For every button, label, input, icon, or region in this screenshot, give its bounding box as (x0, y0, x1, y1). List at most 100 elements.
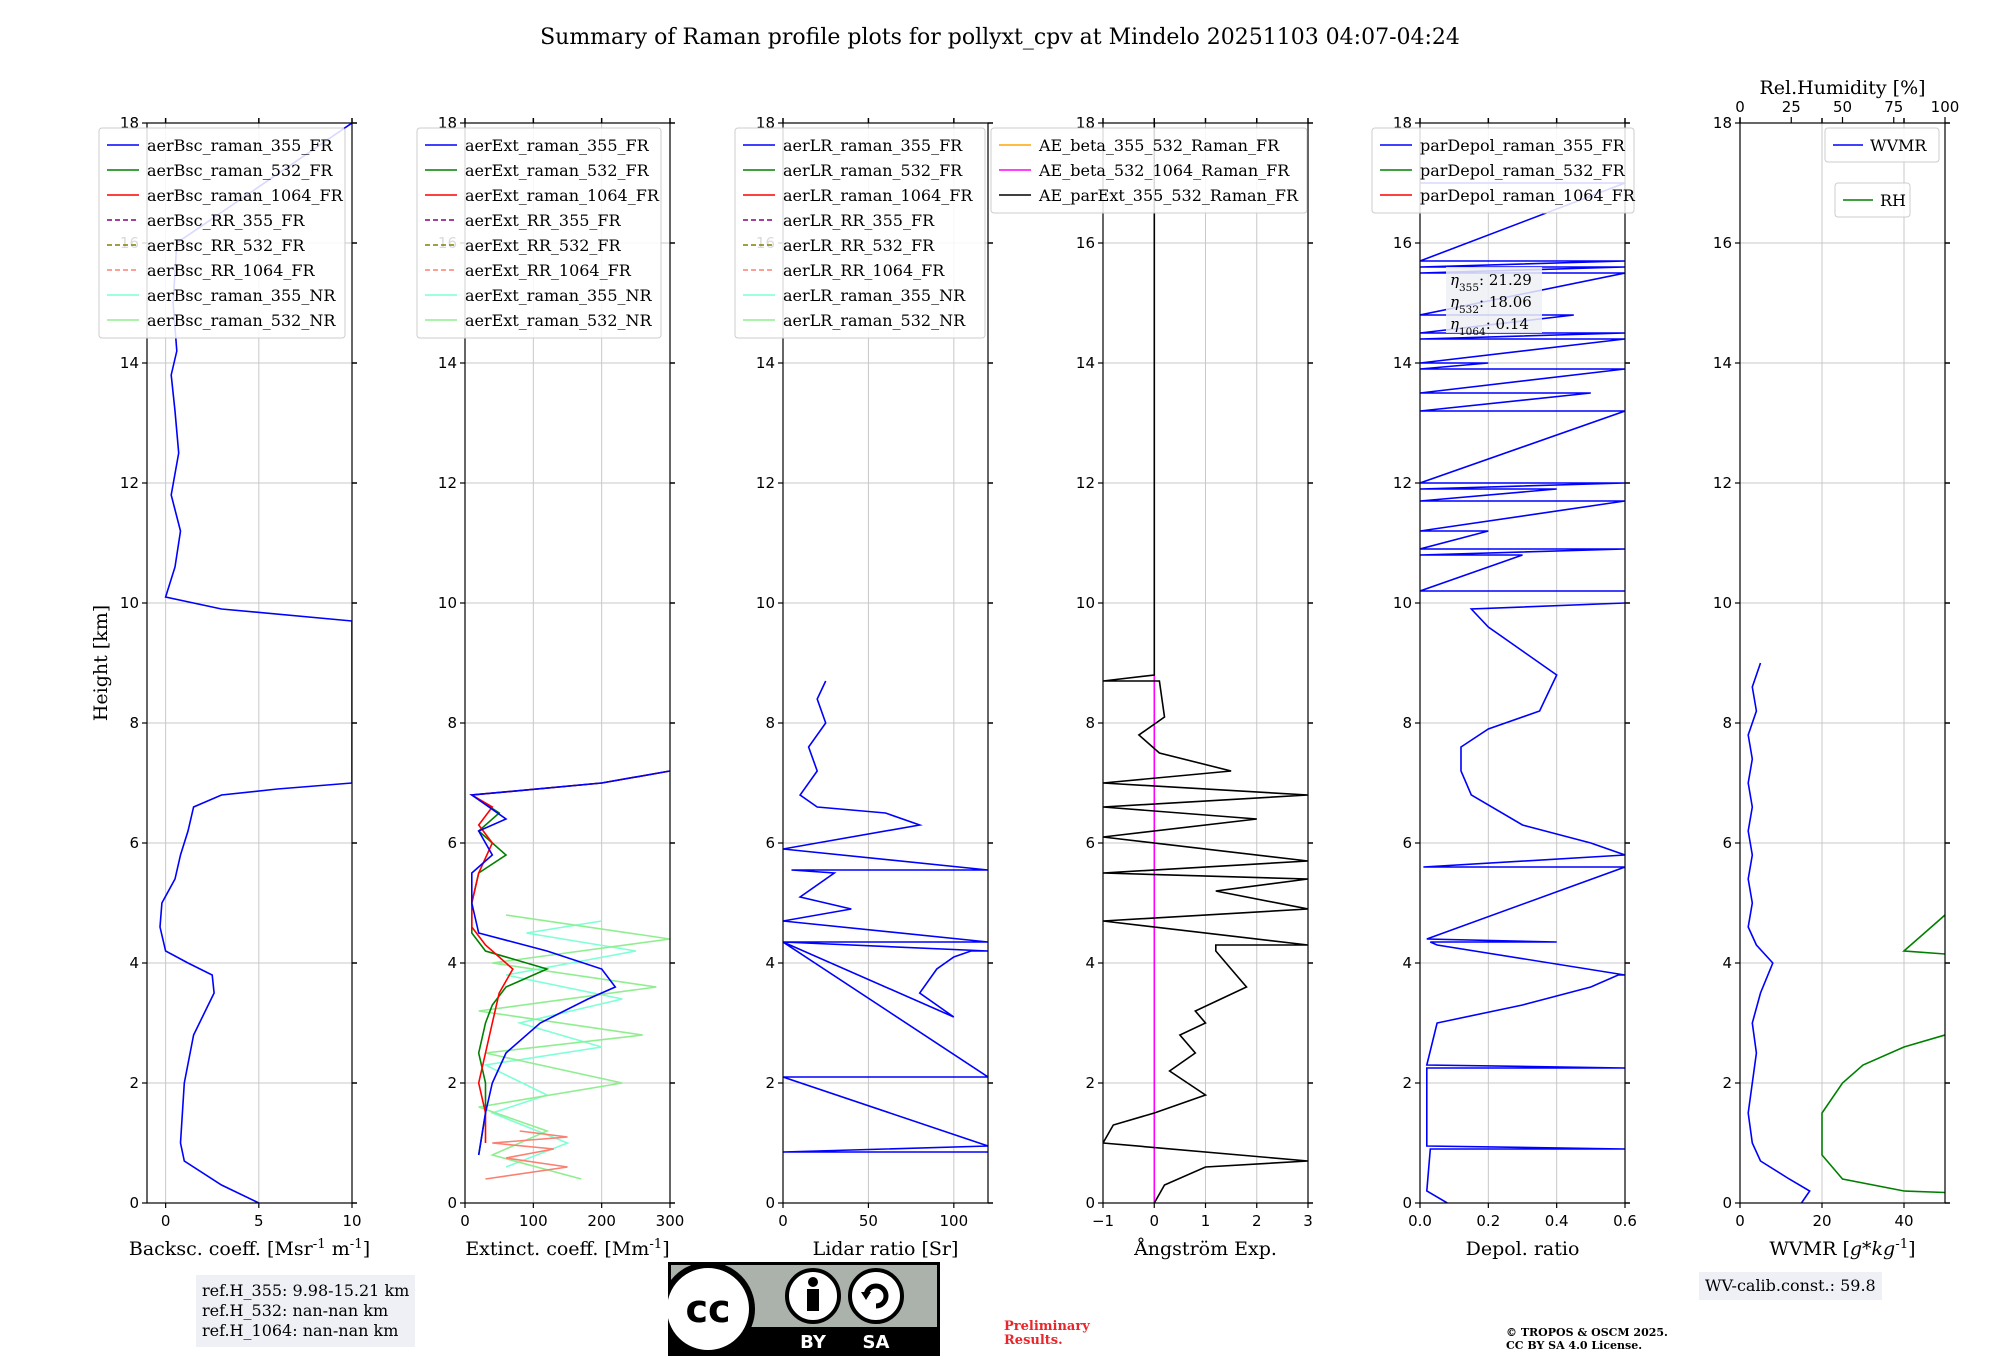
legend-label: aerExt_raman_532_FR (465, 161, 650, 180)
legend-box (734, 127, 986, 339)
legend-box (98, 127, 346, 339)
legend-box (416, 127, 662, 339)
y-tick-label: 2 (447, 1074, 457, 1092)
x-axis-label: Extinct. coeff. [Mm-1] (465, 1237, 669, 1261)
series-aerLR_raman_355_FR (783, 680, 988, 1153)
y-tick-label: 8 (765, 714, 775, 732)
x-tick-label: 40 (1894, 1212, 1913, 1230)
x-tick-label: −1 (1092, 1212, 1114, 1230)
x-tick-label: 0 (161, 1212, 171, 1230)
y-tick-label: 4 (1085, 954, 1095, 972)
y-tick-label: 4 (129, 954, 139, 972)
x-tick-label: 0 (1149, 1212, 1159, 1230)
y-tick-label: 4 (765, 954, 775, 972)
legend-label: aerExt_raman_1064_FR (465, 186, 660, 205)
series-WVMR (1747, 662, 1811, 1203)
y-tick-label: 2 (765, 1074, 775, 1092)
legend-label: aerLR_raman_1064_FR (783, 186, 973, 205)
panel-extinction: 0246810121416180100200300Extinct. coeff.… (416, 114, 685, 1261)
top-x-tick-label: 25 (1782, 98, 1801, 116)
eta-value: η532: 18.06 (1450, 293, 1532, 316)
legend-label: aerExt_raman_355_FR (465, 136, 650, 155)
legend-label: parDepol_raman_355_FR (1420, 136, 1626, 155)
y-tick-label: 0 (1722, 1194, 1732, 1212)
eta-value: η1064: 0.14 (1450, 315, 1529, 338)
legend-label: aerBsc_raman_355_NR (147, 286, 336, 305)
legend-label: aerExt_RR_1064_FR (465, 261, 632, 280)
legend-label: aerExt_RR_355_FR (465, 211, 622, 230)
legend-label: aerBsc_raman_532_FR (147, 161, 333, 180)
y-tick-label: 2 (1402, 1074, 1412, 1092)
wv-calib-box: WV-calib.const.: 59.8 (1699, 1272, 1882, 1300)
legend-label: AE_beta_532_1064_Raman_FR (1038, 161, 1290, 180)
top-x-tick-label: 75 (1884, 98, 1903, 116)
y-tick-label: 10 (1393, 594, 1412, 612)
x-tick-label: 5 (254, 1212, 264, 1230)
copyright-note: © TROPOS & OSCM 2025. CC BY SA 4.0 Licen… (1506, 1326, 1668, 1352)
y-tick-label: 8 (447, 714, 457, 732)
x-axis-label: Depol. ratio (1466, 1238, 1580, 1260)
legend-label: WVMR (1870, 136, 1927, 155)
y-tick-label: 0 (1085, 1194, 1095, 1212)
x-tick-label: 1 (1201, 1212, 1211, 1230)
legend-label: parDepol_raman_532_FR (1420, 161, 1626, 180)
y-tick-label: 6 (1085, 834, 1095, 852)
x-tick-label: 300 (656, 1212, 685, 1230)
legend-box (1371, 127, 1635, 214)
preliminary-line2: Results. (1004, 1333, 1063, 1348)
y-tick-label: 6 (765, 834, 775, 852)
y-tick-label: 10 (756, 594, 775, 612)
axes-frame (146, 122, 353, 1204)
x-tick-label: 200 (587, 1212, 616, 1230)
copyright-line1: © TROPOS & OSCM 2025. (1506, 1326, 1668, 1339)
cc-license-badge[interactable]: cc BY SA (668, 1262, 940, 1356)
copyright-line2: CC BY SA 4.0 License. (1506, 1339, 1643, 1352)
y-tick-label: 2 (1722, 1074, 1732, 1092)
series-aerExt_raman_355_NR (482, 920, 636, 1168)
legend-label: aerLR_raman_532_NR (783, 311, 966, 330)
sa-share-icon (848, 1268, 904, 1324)
x-tick-label: 0.6 (1613, 1212, 1637, 1230)
legend-label: aerLR_RR_1064_FR (783, 261, 945, 280)
top-x-tick-label: 0 (1735, 98, 1745, 116)
legend-label: AE_parExt_355_532_Raman_FR (1038, 186, 1299, 205)
legend-box (990, 127, 1308, 214)
axes-frame (782, 122, 989, 1204)
by-label: BY (800, 1332, 827, 1353)
y-tick-label: 12 (1713, 474, 1732, 492)
y-tick-label: 14 (1076, 354, 1095, 372)
legend-label: aerLR_RR_532_FR (783, 236, 935, 255)
preliminary-line1: Preliminary (1004, 1319, 1090, 1334)
ref-h-355: ref.H_355: 9.98-15.21 km (202, 1281, 410, 1300)
y-tick-label: 6 (1402, 834, 1412, 852)
sa-arrowhead (861, 1292, 871, 1300)
legend-label: aerBsc_RR_1064_FR (147, 261, 316, 280)
x-tick-label: 0.4 (1545, 1212, 1569, 1230)
legend-label: aerLR_raman_355_NR (783, 286, 966, 305)
y-tick-label: 2 (1085, 1074, 1095, 1092)
legend-label: aerBsc_RR_355_FR (147, 211, 305, 230)
y-tick-label: 14 (1393, 354, 1412, 372)
series-aerBsc_raman_355_FR (159, 123, 352, 1203)
axes-frame (464, 122, 671, 1204)
x-tick-label: 2 (1252, 1212, 1262, 1230)
y-tick-label: 0 (129, 1194, 139, 1212)
y-tick-label: 16 (1076, 234, 1095, 252)
panels-group: 0246810121416180510Backsc. coeff. [Msr-1… (90, 77, 1959, 1261)
legend-label: aerLR_raman_355_FR (783, 136, 963, 155)
top-x-axis-label: Rel.Humidity [%] (1759, 77, 1925, 99)
y-tick-label: 0 (1402, 1194, 1412, 1212)
figure-title: Summary of Raman profile plots for polly… (540, 25, 1460, 50)
legend-label: RH (1880, 191, 1906, 210)
y-tick-label: 8 (1722, 714, 1732, 732)
y-tick-label: 8 (129, 714, 139, 732)
series-aerExt_raman_1064_FR (469, 770, 670, 1143)
x-tick-label: 0.0 (1408, 1212, 1432, 1230)
x-tick-label: 100 (519, 1212, 548, 1230)
series-aerExt_raman_355_FR (469, 770, 670, 1156)
eta-box (1446, 267, 1542, 333)
y-tick-label: 8 (1085, 714, 1095, 732)
x-axis-label: Lidar ratio [Sr] (813, 1238, 959, 1260)
